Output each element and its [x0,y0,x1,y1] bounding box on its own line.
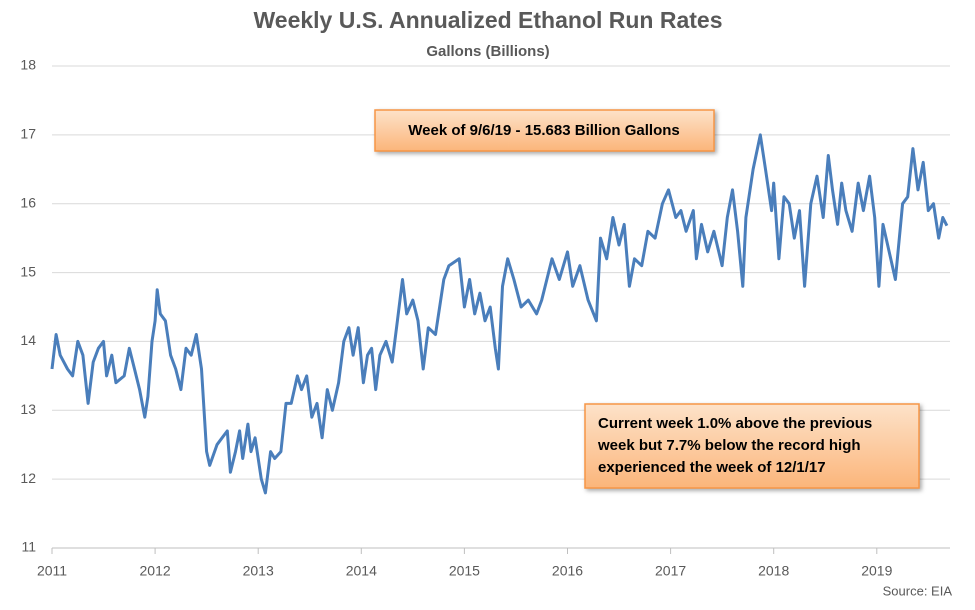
x-tick-label: 2018 [758,563,789,579]
data-line [50,133,949,495]
y-tick-label: 18 [20,57,36,73]
chart-title: Weekly U.S. Annualized Ethanol Run Rates [253,7,722,33]
x-tick-label: 2013 [243,563,274,579]
x-tick-label: 2014 [346,563,377,579]
y-tick-label: 15 [20,263,36,279]
source: Source: EIA [883,583,953,598]
x-tick-label: 2016 [552,563,583,579]
y-tick-label: 12 [20,470,36,486]
x-tick-label: 2012 [140,563,171,579]
annotation-text: Current week 1.0% above the previous [598,415,872,432]
y-tick-label: 13 [20,401,36,417]
annotation-box [374,109,715,152]
x-tick-label: 2011 [37,563,67,579]
y-tick-label: 11 [21,539,36,555]
annotation-text: Week of 9/6/19 - 15.683 Billion Gallons [408,122,680,139]
y-tick-label: 17 [20,126,36,142]
annotation-box [584,403,920,489]
x-tick-label: 2017 [655,563,686,579]
x-tick-label: 2019 [861,563,892,579]
y-tick-label: 16 [20,194,36,210]
annotation-text: week but 7.7% below the record high [597,437,861,454]
annotation-text: experienced the week of 12/1/17 [598,459,826,476]
y-tick-label: 14 [20,332,36,348]
chart-subtitle: Gallons (Billions) [426,43,549,60]
x-tick-label: 2015 [449,563,480,579]
